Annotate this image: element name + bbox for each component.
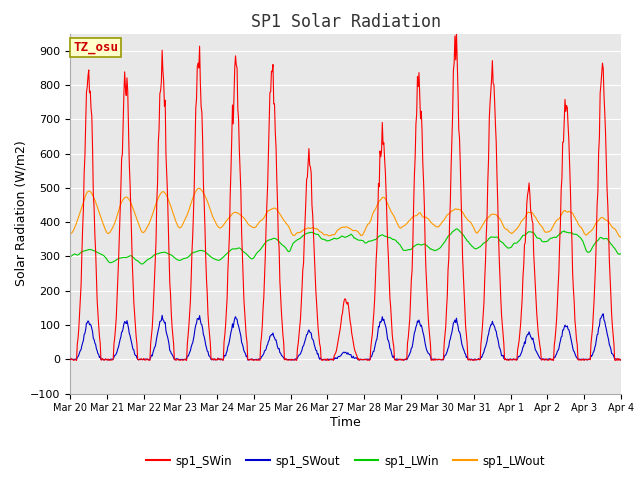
sp1_SWin <box>547 356 554 361</box>
sp1_LWout <box>186 205 193 211</box>
sp1_LWin <box>138 261 146 267</box>
sp1_LWin <box>67 253 74 259</box>
sp1_SWin <box>486 115 493 120</box>
sp1_SWout <box>600 311 607 317</box>
sp1_LWout <box>306 226 314 231</box>
Line: sp1_LWout: sp1_LWout <box>70 188 621 237</box>
sp1_LWin <box>618 252 625 257</box>
sp1_SWin <box>614 358 621 363</box>
sp1_SWin <box>618 357 625 363</box>
sp1_SWin <box>452 29 460 35</box>
sp1_LWout <box>195 185 203 191</box>
sp1_SWout <box>73 357 81 363</box>
sp1_SWout <box>67 357 74 362</box>
sp1_SWout <box>306 329 314 335</box>
Legend: sp1_SWin, sp1_SWout, sp1_LWin, sp1_LWout: sp1_SWin, sp1_SWout, sp1_LWin, sp1_LWout <box>141 450 550 472</box>
Title: SP1 Solar Radiation: SP1 Solar Radiation <box>251 12 440 31</box>
sp1_SWin <box>306 162 314 168</box>
Line: sp1_SWout: sp1_SWout <box>70 314 621 360</box>
Y-axis label: Solar Radiation (W/m2): Solar Radiation (W/m2) <box>15 141 28 287</box>
sp1_LWout <box>546 228 554 234</box>
Line: sp1_LWin: sp1_LWin <box>70 229 621 264</box>
sp1_LWout <box>67 231 74 237</box>
sp1_LWin <box>187 252 195 258</box>
sp1_LWin <box>306 229 314 235</box>
Text: TZ_osu: TZ_osu <box>73 41 118 54</box>
Line: sp1_SWin: sp1_SWin <box>70 32 621 360</box>
sp1_SWin <box>187 298 195 304</box>
sp1_SWout <box>614 356 621 362</box>
sp1_SWin <box>211 357 218 362</box>
sp1_SWin <box>67 357 74 363</box>
sp1_LWout <box>211 217 218 223</box>
sp1_SWout <box>211 356 218 362</box>
sp1_LWout <box>613 229 621 235</box>
sp1_LWin <box>486 235 493 241</box>
X-axis label: Time: Time <box>330 416 361 429</box>
sp1_SWout <box>546 356 554 361</box>
sp1_LWin <box>211 256 218 262</box>
sp1_LWin <box>452 226 460 232</box>
sp1_LWin <box>547 236 554 241</box>
sp1_SWout <box>187 348 195 353</box>
sp1_LWout <box>618 234 625 240</box>
sp1_SWout <box>618 357 625 363</box>
sp1_LWin <box>614 251 621 256</box>
sp1_SWin <box>70 358 77 363</box>
sp1_LWout <box>484 215 492 220</box>
sp1_SWout <box>484 331 492 337</box>
